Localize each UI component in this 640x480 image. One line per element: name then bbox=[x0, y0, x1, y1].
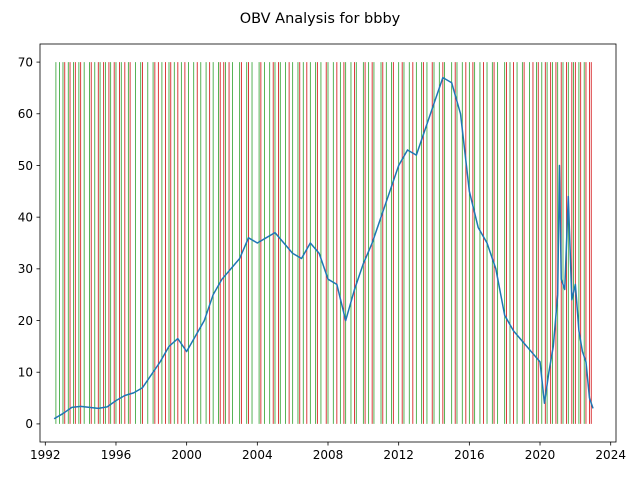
y-tick-label: 40 bbox=[18, 210, 33, 224]
y-tick-label: 70 bbox=[18, 55, 33, 69]
y-tick-label: 60 bbox=[18, 107, 33, 121]
y-tick-label: 20 bbox=[18, 314, 33, 328]
x-tick-label: 1992 bbox=[30, 448, 61, 462]
chart-title: OBV Analysis for bbby bbox=[240, 11, 401, 27]
x-tick-label: 1996 bbox=[101, 448, 132, 462]
x-tick-label: 2004 bbox=[242, 448, 273, 462]
signal-lines bbox=[55, 62, 592, 424]
x-tick-label: 2024 bbox=[595, 448, 626, 462]
x-tick-label: 2012 bbox=[383, 448, 414, 462]
obv-series-line bbox=[53, 76, 594, 420]
x-tick-label: 2000 bbox=[171, 448, 202, 462]
y-tick-label: 10 bbox=[18, 366, 33, 380]
x-tick-label: 2016 bbox=[454, 448, 485, 462]
y-axis-ticks: 0 10 20 30 40 50 60 70 bbox=[18, 55, 40, 431]
x-axis-ticks: 1992 1996 2000 2004 2008 2012 2016 2020 2024 bbox=[30, 442, 626, 462]
y-tick-label: 30 bbox=[18, 262, 33, 276]
x-tick-label: 2008 bbox=[313, 448, 344, 462]
obv-series bbox=[53, 76, 594, 420]
x-tick-label: 2020 bbox=[525, 448, 556, 462]
y-tick-label: 50 bbox=[18, 159, 33, 173]
y-tick-label: 0 bbox=[25, 417, 33, 431]
